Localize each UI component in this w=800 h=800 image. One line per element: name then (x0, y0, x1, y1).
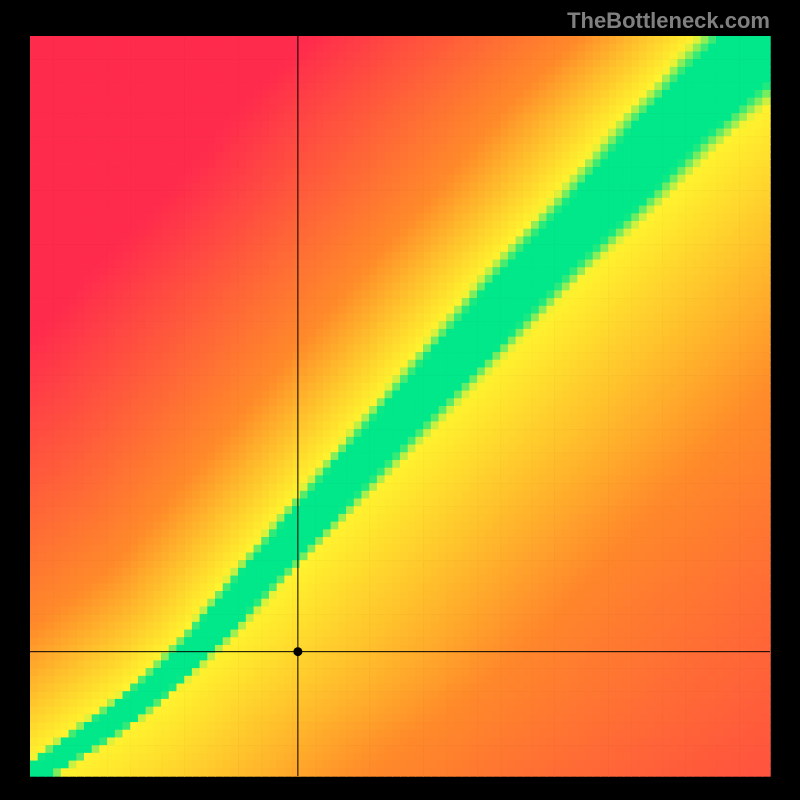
bottleneck-heatmap (0, 0, 800, 800)
watermark-text: TheBottleneck.com (567, 8, 770, 34)
